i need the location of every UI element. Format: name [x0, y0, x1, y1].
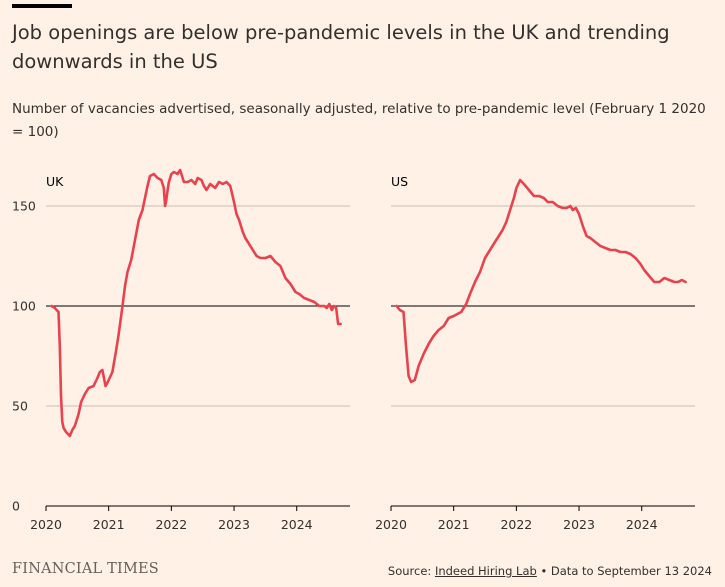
series-line — [50, 168, 342, 438]
y-tick-label: 0 — [12, 499, 20, 514]
source-link[interactable]: Indeed Hiring Lab — [434, 564, 537, 578]
y-tick-label: 100 — [12, 299, 36, 314]
y-tick-label: 50 — [12, 399, 28, 414]
y-tick-label: 150 — [12, 199, 36, 214]
x-tick-label: 2021 — [93, 517, 125, 532]
x-tick-label: 2024 — [281, 517, 313, 532]
chart-canvas: UK 0 50 100 150 2020 2021 2022 2023 2024 US 2020 20… — [12, 168, 695, 532]
panel-title: UK — [46, 174, 64, 189]
brand-bar — [12, 4, 72, 8]
us-panel: US 2020 2021 2022 2023 2024 — [375, 174, 695, 532]
ft-logo: FINANCIAL TIMES — [12, 561, 159, 577]
x-tick-label: 2023 — [218, 517, 250, 532]
chart-title: Job openings are below pre-pandemic leve… — [12, 21, 670, 73]
x-tick-label: 2023 — [563, 517, 595, 532]
x-tick-label: 2021 — [438, 517, 470, 532]
source-prefix: Source: — [387, 564, 435, 578]
x-tick-label: 2022 — [155, 517, 187, 532]
x-tick-label: 2022 — [500, 517, 532, 532]
uk-panel: UK 0 50 100 150 2020 2021 2022 2023 2024 — [12, 168, 350, 532]
source-note: Source: Indeed Hiring Lab • Data to Sept… — [388, 564, 712, 578]
x-tick-label: 2024 — [626, 517, 658, 532]
chart-subtitle: Number of vacancies advertised, seasonal… — [12, 101, 706, 140]
series-line — [395, 178, 687, 384]
source-suffix: • Data to September 13 2024 — [536, 564, 712, 578]
x-tick-label: 2020 — [375, 517, 407, 532]
x-tick-label: 2020 — [30, 517, 62, 532]
panel-title: US — [391, 174, 408, 189]
